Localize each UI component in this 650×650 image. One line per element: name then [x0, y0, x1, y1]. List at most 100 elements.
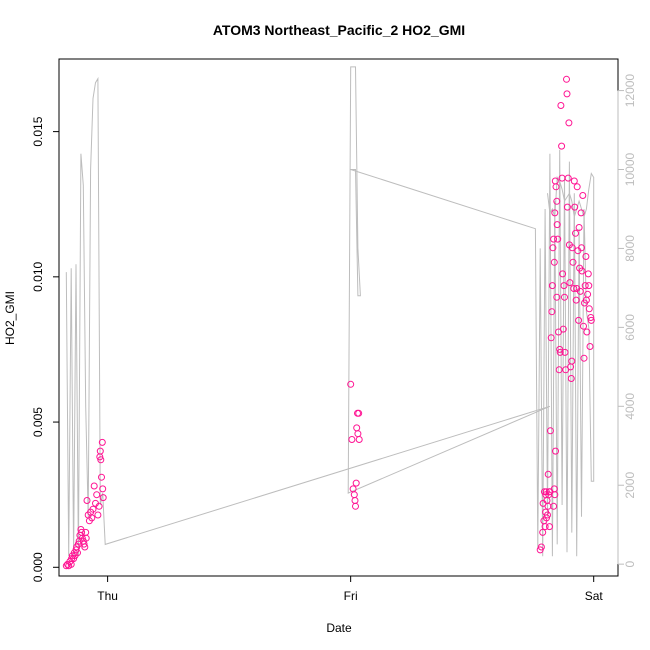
data-point: [546, 427, 554, 435]
data-point: [553, 197, 561, 205]
data-point: [586, 343, 594, 350]
y-tick-label: 0.015: [31, 116, 45, 146]
data-point: [580, 322, 587, 330]
data-point: [578, 244, 585, 252]
plot-frame: [58, 58, 619, 577]
data-point: [99, 494, 107, 502]
data-point: [561, 293, 568, 301]
x-axis-label: Date: [326, 621, 352, 635]
y2-tick-label: 0: [623, 561, 637, 568]
y2-tick-label: 10000: [623, 152, 637, 186]
data-point: [90, 482, 98, 490]
chart-title: ATOM3 Northeast_Pacific_2 HO2_GMI: [213, 22, 465, 38]
y-axis-label: HO2_GMI: [3, 291, 17, 345]
data-point: [352, 502, 359, 510]
data-point: [571, 203, 579, 211]
data-point: [563, 203, 571, 211]
data-point: [548, 308, 556, 316]
data-point: [552, 183, 560, 191]
data-point: [579, 192, 587, 199]
data-point: [83, 497, 91, 504]
data-point: [355, 409, 363, 417]
y2-tick-label: 6000: [623, 314, 637, 341]
data-point: [557, 102, 565, 109]
data-point: [581, 282, 589, 290]
data-point: [351, 497, 359, 504]
y-tick-label: 0.010: [31, 261, 45, 291]
data-point: [550, 235, 558, 243]
data-point: [570, 285, 578, 292]
data-point: [544, 470, 552, 478]
data-point: [564, 174, 572, 182]
data-point: [563, 90, 571, 98]
data-point: [568, 244, 576, 252]
data-point: [553, 293, 561, 301]
data-point: [575, 316, 583, 324]
ho2-points-layer: [62, 75, 595, 570]
data-point: [558, 142, 566, 150]
data-point: [556, 345, 564, 353]
data-point: [577, 209, 585, 217]
data-point: [550, 502, 558, 510]
data-point: [585, 305, 593, 313]
data-point: [568, 357, 576, 365]
data-point: [559, 325, 567, 333]
data-point: [354, 430, 362, 438]
data-point: [552, 447, 559, 455]
data-point: [572, 229, 579, 237]
data-point: [561, 348, 569, 356]
data-point: [544, 511, 551, 519]
data-point: [348, 436, 356, 443]
data-point: [584, 290, 592, 298]
data-point: [566, 279, 574, 287]
data-point: [353, 424, 361, 432]
data-point: [580, 354, 588, 362]
data-point: [81, 543, 89, 551]
data-point: [576, 287, 584, 295]
y2-tick-label: 8000: [623, 235, 637, 262]
data-point: [559, 270, 567, 278]
data-point: [539, 499, 547, 507]
data-point: [543, 514, 550, 522]
data-point: [587, 314, 595, 321]
data-point: [583, 328, 591, 336]
data-point: [587, 316, 595, 324]
data-point: [546, 523, 553, 531]
data-point: [575, 224, 583, 231]
data-point: [554, 235, 562, 243]
data-point: [95, 502, 103, 510]
data-point: [97, 456, 105, 464]
x-tick-label: Sat: [585, 589, 604, 603]
data-point: [94, 511, 102, 519]
data-point: [556, 348, 564, 356]
data-point: [572, 296, 580, 304]
data-point: [74, 549, 81, 557]
y-tick-label: 0.005: [31, 407, 45, 437]
elevation-line-layer: [65, 66, 595, 557]
data-point: [548, 282, 556, 290]
data-point: [550, 258, 558, 266]
data-point: [350, 491, 358, 499]
data-point: [541, 523, 549, 531]
data-point: [551, 209, 559, 217]
data-point: [539, 528, 547, 536]
data-point: [82, 528, 90, 536]
data-point: [352, 479, 360, 487]
y-axis-right: 0 2000 4000 6000 8000 10000 12000: [617, 74, 637, 568]
data-point: [545, 488, 553, 496]
data-point: [573, 183, 581, 191]
data-point: [98, 473, 105, 481]
data-point: [355, 436, 363, 443]
data-point: [567, 375, 575, 382]
y-tick-label: 0.000: [31, 552, 45, 582]
data-point: [98, 438, 106, 446]
data-point: [547, 334, 555, 342]
data-point: [582, 253, 590, 260]
x-tick-label: Fri: [344, 589, 358, 603]
data-point: [62, 562, 70, 570]
data-point: [553, 221, 561, 229]
data-point: [569, 258, 577, 266]
data-point: [99, 485, 107, 493]
data-point: [82, 534, 90, 542]
